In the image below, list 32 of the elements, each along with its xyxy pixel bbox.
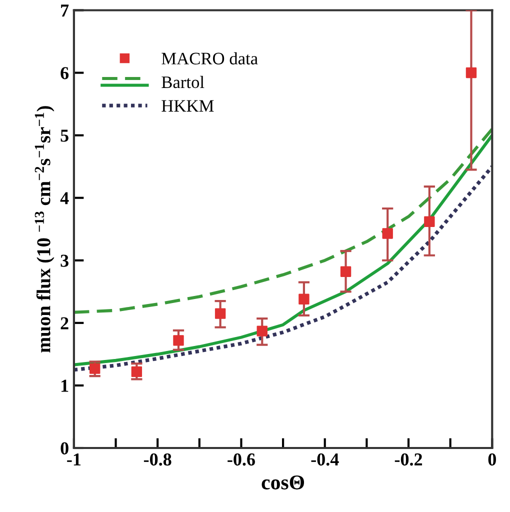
x-tick-label: -0.8 (144, 453, 172, 466)
point (424, 216, 435, 227)
y-tick-label: 4 (60, 192, 69, 204)
y-tick-label: 2 (60, 317, 68, 330)
x-axis-title: cosΘ (262, 475, 304, 490)
x-tick-label: -0.4 (311, 453, 339, 466)
legend-label: MACRO data (162, 52, 258, 64)
line-series (74, 128, 492, 314)
legend-label: Bartol (162, 76, 204, 88)
y-tick-label: 0 (60, 442, 68, 454)
x-tick-label: -1 (67, 453, 81, 466)
legend-label: HKKM (162, 100, 214, 112)
point (173, 335, 184, 346)
text: muon flux (10 $^{−13}$ cm$^{−2}$s$^{−1}$sr$^{−1}$) (34, 106, 54, 353)
y-tick-label: 6 (60, 67, 69, 80)
point (256, 326, 268, 336)
y-tick-label: 1 (62, 380, 68, 392)
point (382, 228, 393, 239)
point (298, 294, 310, 305)
y-tick-label: 7 (61, 4, 69, 17)
line-series (74, 164, 492, 372)
point (90, 363, 100, 374)
point (131, 366, 142, 378)
line-series (74, 134, 492, 366)
y-tick-label: 3 (60, 254, 68, 267)
y-tick-label: 5 (60, 130, 68, 142)
x-tick-label: -0.2 (394, 453, 422, 466)
point (466, 67, 477, 78)
x-tick-label: -0.6 (228, 453, 255, 466)
point (340, 266, 352, 277)
x-tick-label: 0 (488, 453, 496, 466)
point (214, 308, 226, 319)
